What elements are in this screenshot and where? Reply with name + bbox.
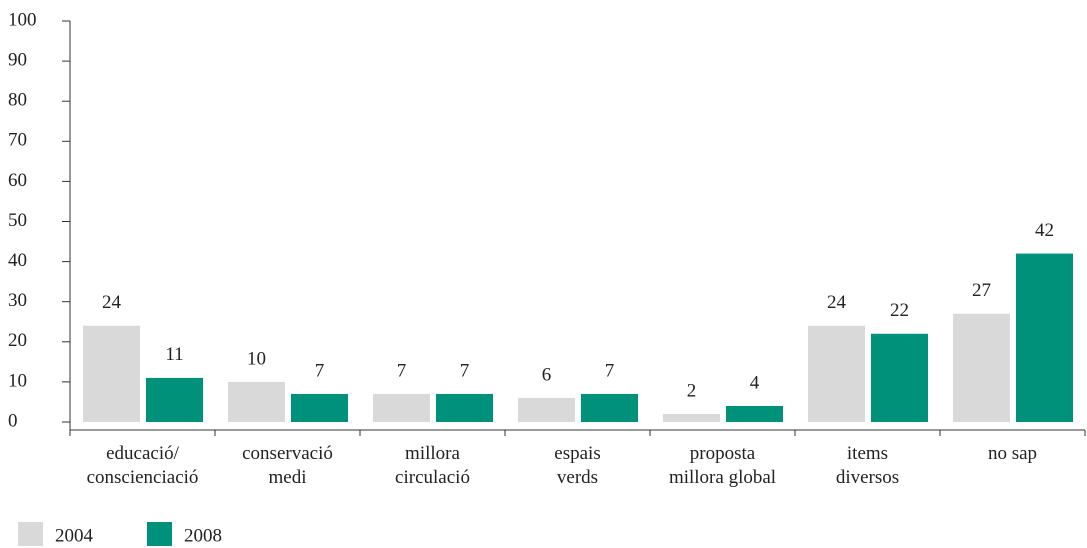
x-tick-label-line: circulació — [395, 467, 470, 488]
value-label: 7 — [397, 360, 407, 381]
y-tick-label: 10 — [8, 370, 27, 391]
legend-label: 2004 — [55, 525, 94, 546]
bar — [663, 413, 720, 422]
value-label: 42 — [1035, 220, 1054, 241]
y-tick-label: 70 — [8, 130, 27, 151]
y-tick-label: 40 — [8, 250, 27, 271]
bar — [228, 381, 285, 422]
x-tick-label-line: educació/ — [106, 443, 180, 464]
value-label: 7 — [460, 360, 470, 381]
bar — [953, 313, 1010, 422]
value-label: 11 — [165, 344, 183, 365]
x-tick-label-line: items — [847, 443, 888, 464]
bar — [518, 397, 575, 422]
value-label: 4 — [750, 372, 760, 393]
bar — [726, 405, 783, 422]
y-tick-label: 50 — [8, 210, 27, 231]
x-tick-label-line: conscienciació — [87, 467, 199, 488]
bar — [146, 377, 203, 422]
value-label: 7 — [315, 360, 325, 381]
bar — [808, 325, 865, 422]
x-tick-label: items diversos — [836, 443, 899, 488]
value-label: 22 — [890, 300, 909, 321]
y-tick-label: 90 — [8, 49, 27, 70]
value-label: 10 — [247, 348, 266, 369]
legend-label: 2008 — [184, 525, 222, 546]
x-tick-label: educació/conscienciació — [87, 443, 199, 488]
x-tick-label-line: espais — [554, 443, 600, 464]
bar — [436, 393, 493, 422]
x-tick-label: espais verds — [554, 443, 600, 488]
x-tick-label-line: millora global — [669, 467, 776, 488]
x-tick-label-line: proposta — [690, 443, 756, 464]
value-label: 7 — [605, 360, 615, 381]
bar — [373, 393, 430, 422]
y-tick-label: 0 — [8, 410, 18, 431]
x-tick-label-line: no sap — [988, 443, 1037, 464]
x-tick-label: conservació medi — [242, 443, 333, 488]
x-tick-label-line: diversos — [836, 467, 899, 488]
value-label: 24 — [102, 292, 122, 313]
value-label: 24 — [827, 292, 847, 313]
y-tick-label: 20 — [8, 330, 27, 351]
y-tick-label: 100 — [8, 9, 37, 30]
bar — [871, 333, 928, 422]
y-tick-label: 80 — [8, 90, 27, 111]
x-tick-label-line: verds — [557, 467, 598, 488]
bar — [83, 325, 140, 422]
bar — [1016, 253, 1073, 422]
y-tick-label: 60 — [8, 170, 27, 191]
bar — [291, 393, 348, 422]
legend-swatch — [147, 522, 172, 546]
x-tick-label: millora circulació — [395, 443, 470, 488]
x-tick-label: no sap — [988, 443, 1037, 464]
y-tick-label: 30 — [8, 290, 27, 311]
bar — [581, 393, 638, 422]
x-tick-label-line: medi — [269, 467, 307, 488]
x-tick-label-line: conservació — [242, 443, 333, 464]
value-label: 6 — [542, 364, 552, 385]
value-label: 27 — [972, 280, 991, 301]
value-label: 2 — [687, 380, 697, 401]
legend-swatch — [18, 522, 43, 546]
x-tick-label-line: millora — [405, 443, 460, 464]
x-tick-label: proposta millora global — [669, 443, 776, 488]
